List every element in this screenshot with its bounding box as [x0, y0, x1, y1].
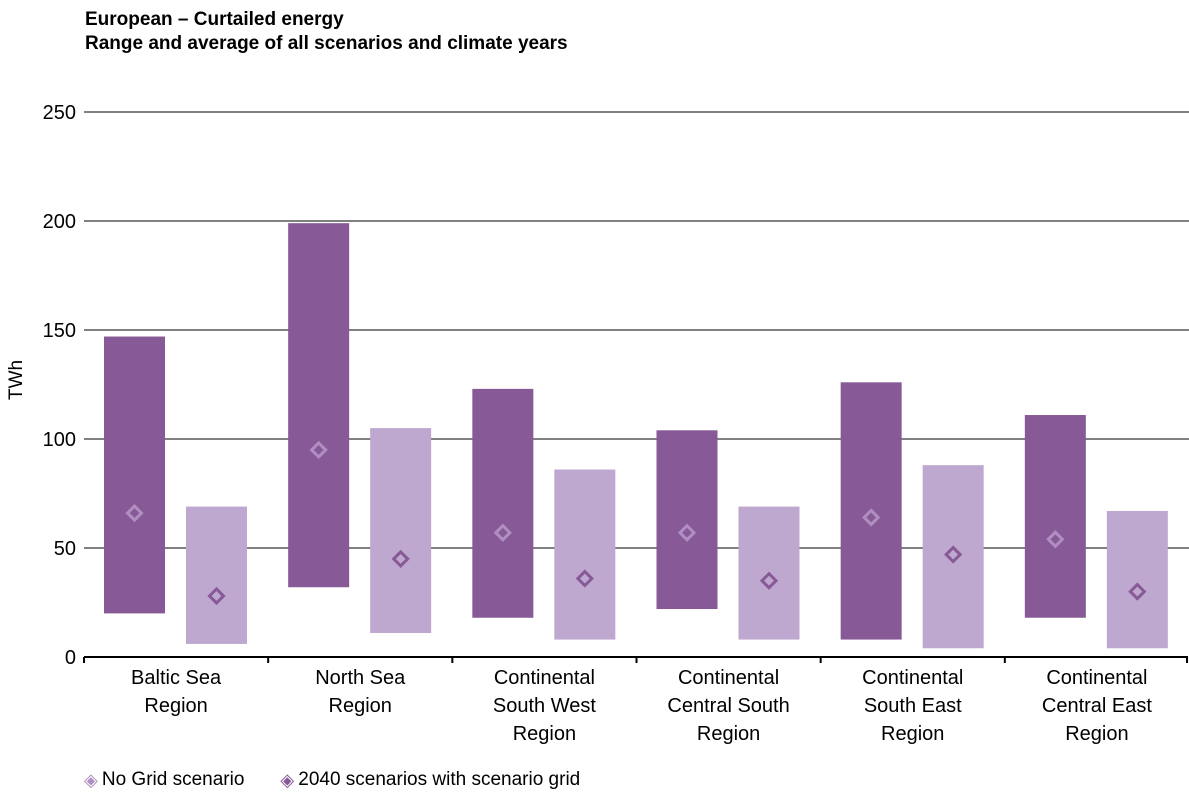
range-bar [472, 388, 534, 618]
chart-title-block: European – Curtailed energy Range and av… [85, 8, 568, 56]
average-marker [125, 503, 144, 523]
legend-marker-icon: ◈ [280, 770, 295, 790]
chart-subtitle: Range and average of all scenarios and c… [85, 33, 568, 54]
y-tick-label: 250 [43, 102, 76, 124]
x-category-label: Region [881, 723, 944, 745]
legend-item-2040-grid: ◈ 2040 scenarios with scenario grid [280, 769, 580, 791]
legend-item-no-grid: ◈ No Grid scenario [84, 769, 244, 791]
legend-label: No Grid scenario [101, 769, 245, 790]
legend-label: 2040 scenarios with scenario grid [298, 769, 581, 790]
legend-marker-icon: ◈ [84, 770, 98, 790]
y-tick-label: 0 [65, 647, 76, 669]
range-bar [1106, 510, 1168, 649]
legend: ◈ No Grid scenario ◈ 2040 scenarios with… [84, 769, 580, 791]
y-tick-label: 100 [43, 429, 76, 451]
x-category-label: South West [493, 695, 596, 717]
chart-title: European – Curtailed energy [85, 9, 344, 30]
average-marker [944, 545, 963, 564]
x-category-label: Continental [494, 667, 595, 689]
x-category-label: Region [1065, 723, 1128, 745]
range-bar [288, 223, 350, 588]
average-marker [575, 569, 594, 588]
x-category-label: Region [329, 695, 392, 717]
x-category-label: South East [864, 695, 962, 717]
x-category-label: Region [513, 723, 576, 745]
x-category-label: Continental [862, 667, 963, 689]
x-category-label: Region [697, 723, 760, 745]
x-category-label: Continental [678, 667, 779, 689]
range-bar [554, 469, 616, 640]
y-tick-label: 50 [54, 538, 76, 560]
x-category-label: Central South [667, 695, 789, 717]
range-bar [370, 428, 432, 634]
average-marker [391, 549, 410, 569]
y-tick-label: 200 [43, 211, 76, 233]
range-bar [656, 430, 718, 610]
average-marker [759, 571, 779, 590]
average-marker [1128, 582, 1147, 601]
y-tick-label: 150 [43, 320, 76, 342]
range-bar [104, 336, 165, 614]
x-category-label: Continental [1046, 667, 1147, 689]
average-marker [677, 523, 697, 542]
average-marker [862, 508, 881, 527]
average-marker [207, 586, 226, 606]
x-category-label: Region [144, 695, 207, 717]
average-marker [309, 440, 328, 460]
x-category-label: North Sea [315, 667, 406, 689]
average-marker [1046, 530, 1065, 549]
range-bar [922, 465, 984, 649]
x-category-label: Baltic Sea [131, 667, 222, 689]
x-category-label: Central East [1042, 695, 1152, 717]
range-bar [186, 506, 247, 644]
average-marker [493, 523, 512, 542]
range-bar [1024, 415, 1086, 618]
